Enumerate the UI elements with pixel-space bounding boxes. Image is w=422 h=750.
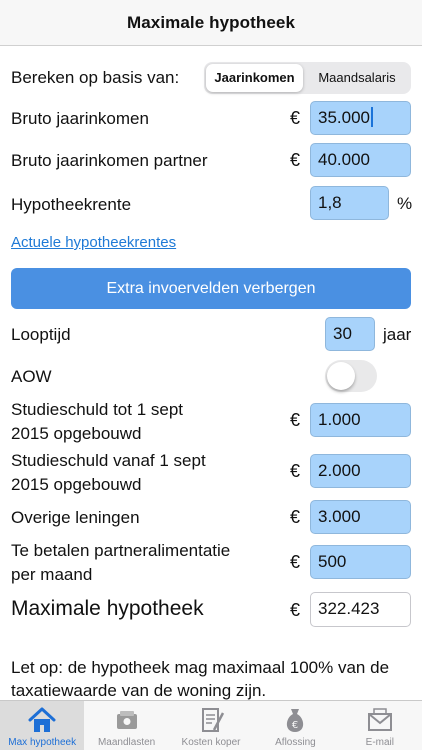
disclaimer-note: Let op: de hypotheek mag maximaal 100% v… [11,658,390,700]
toggle-knob [327,362,355,390]
result-value: 322.423 [310,592,411,627]
tab-label: Max hypotheek [8,737,77,748]
alimony-label-line1: Te betalen partneralimentatie [11,541,231,560]
basis-segmented-control: Jaarinkomen Maandsalaris [204,62,411,94]
segment-jaarinkomen[interactable]: Jaarinkomen [206,64,303,92]
partner-income-label: Bruto jaarinkomen partner [11,151,208,170]
current-rates-link[interactable]: Actuele hypotheekrentes [11,234,177,251]
tab-maandlasten[interactable]: Maandlasten [84,701,168,750]
text-cursor [371,107,373,127]
result-currency: € [290,600,301,620]
interest-unit: % [397,194,413,213]
aow-label: AOW [11,367,52,386]
tab-email[interactable]: E-mail [338,701,422,750]
study-before-currency: € [290,410,301,430]
result-label: Maximale hypotheek [11,597,204,620]
interest-label: Hypotheekrente [11,195,132,214]
alimony-field[interactable]: 500 [310,545,411,579]
house-icon [28,707,56,732]
study-before-field[interactable]: 1.000 [310,403,411,437]
interest-field[interactable]: 1,8 [310,186,389,220]
other-loans-label: Overige leningen [11,508,140,527]
other-loans-currency: € [290,507,301,527]
page-title: Maximale hypotheek [126,12,296,32]
tab-label: Maandlasten [97,737,156,748]
segment-maandsalaris[interactable]: Maandsalaris [318,70,396,85]
envelope-icon [367,708,392,731]
other-loans-field[interactable]: 3.000 [310,500,411,534]
study-after-currency: € [290,461,301,481]
study-after-label-line2: 2015 opgebouwd [11,475,142,494]
tab-label: E-mail [365,737,394,748]
study-after-field[interactable]: 2.000 [310,454,411,488]
income-field[interactable]: 35.000 [310,101,411,135]
document-icon [202,708,225,732]
tab-label: Kosten koper [181,737,241,748]
term-field[interactable]: 30 [325,317,375,351]
income-currency: € [290,108,301,128]
tab-bar: Max hypotheek Maandlasten Kosten koper €… [0,700,422,750]
tab-label: Aflossing [275,737,316,748]
tab-max-hypotheek[interactable]: Max hypotheek [0,701,85,750]
money-bag-icon: € [287,709,304,732]
alimony-label-line2: per maand [11,565,93,584]
basis-label: Bereken op basis van: [11,68,180,87]
term-label: Looptijd [11,325,71,344]
income-label: Bruto jaarinkomen [11,109,149,128]
partner-income-currency: € [290,150,301,170]
study-before-label-line2: 2015 opgebouwd [11,424,142,443]
nav-bar: Maximale hypotheek [0,0,422,46]
aow-toggle[interactable] [325,360,377,392]
term-unit: jaar [383,325,412,344]
tab-kosten-koper[interactable]: Kosten koper [169,701,253,750]
wallet-icon [116,711,137,729]
income-value: 35.000 [318,108,370,127]
alimony-currency: € [290,552,301,572]
partner-income-field[interactable]: 40.000 [310,143,411,177]
hide-extra-fields-button[interactable]: Extra invoervelden verbergen [11,268,411,309]
svg-text:€: € [292,720,298,731]
study-after-label-line1: Studieschuld vanaf 1 sept [11,451,206,470]
tab-aflossing[interactable]: € Aflossing [253,701,337,750]
study-before-label-line1: Studieschuld tot 1 sept [11,400,184,419]
